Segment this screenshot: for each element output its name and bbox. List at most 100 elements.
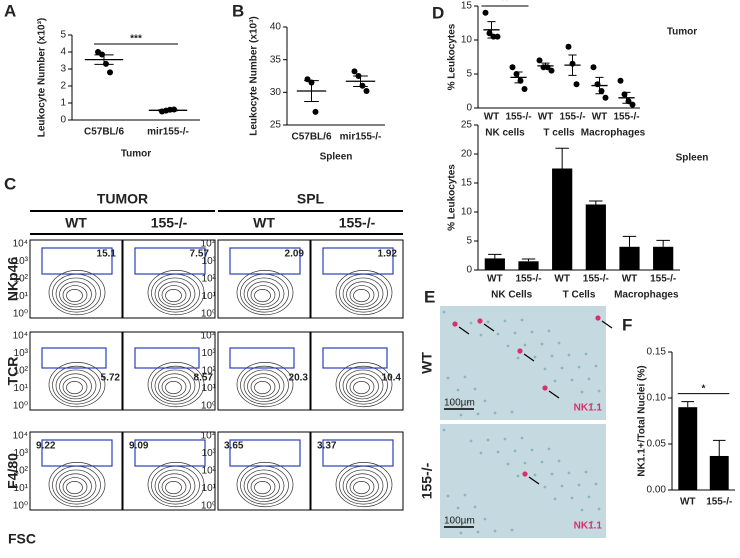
- nk-cell: [477, 318, 483, 324]
- y-tick-label: 10: [461, 35, 473, 46]
- contour: [154, 277, 196, 310]
- y-tick-label: 10: [461, 207, 473, 218]
- nk-cell: [542, 385, 548, 391]
- y-tick-label: 5: [466, 69, 472, 80]
- contour: [243, 277, 285, 310]
- nucleus: [543, 367, 547, 371]
- nucleus: [594, 482, 598, 486]
- axis-tick-label: 10⁰: [201, 309, 216, 320]
- x-tick-label: 155-/-: [650, 274, 676, 285]
- nucleus: [506, 344, 510, 348]
- contour: [158, 373, 191, 400]
- nucleus: [506, 462, 510, 466]
- contour: [147, 362, 205, 408]
- nucleus: [496, 332, 500, 336]
- nucleus: [469, 439, 473, 443]
- contour: [147, 270, 205, 316]
- column-header: WT: [253, 215, 275, 231]
- nucleus: [496, 450, 500, 454]
- nucleus: [567, 471, 571, 475]
- nucleus: [513, 331, 517, 335]
- axis-tick-label: 10⁰: [13, 401, 28, 412]
- contour: [254, 289, 271, 303]
- x-tick-label: 155-/-: [559, 112, 585, 123]
- bar: [552, 168, 573, 270]
- gate-percent: 10.4: [382, 373, 402, 384]
- x-axis-label: Tumor: [121, 149, 151, 160]
- y-tick-label: 15: [461, 178, 473, 189]
- y-axis-label: Leukocyte Number (x10³): [37, 18, 48, 137]
- data-point: [521, 85, 528, 92]
- gate: [41, 247, 113, 275]
- x-tick-label: WT: [592, 112, 608, 123]
- axis-tick-label: 10⁰: [13, 501, 28, 512]
- gate-percent: 15.1: [97, 249, 117, 260]
- axis-tick-label: 10³: [14, 448, 29, 459]
- nucleus: [590, 402, 594, 406]
- data-point: [629, 101, 636, 108]
- nucleus: [446, 376, 450, 380]
- axis-tick-label: 10⁴: [13, 239, 28, 250]
- gate: [229, 439, 301, 467]
- nucleus: [476, 412, 480, 416]
- nucleus: [547, 447, 551, 451]
- nucleus: [587, 495, 591, 499]
- plot-frame: [29, 239, 123, 319]
- nucleus: [557, 459, 561, 463]
- y-axis-label: % Leukocytes: [447, 164, 458, 231]
- nucleus: [577, 483, 581, 487]
- axis-tick-label: 10⁴: [201, 331, 216, 342]
- error-bar: [568, 54, 577, 76]
- contour: [62, 285, 88, 305]
- error-bar: [595, 76, 604, 95]
- contour: [48, 362, 106, 408]
- data-point: [494, 33, 501, 40]
- error-bar: [488, 253, 502, 259]
- axis-tick-label: 10²: [14, 274, 29, 285]
- contour: [161, 285, 187, 305]
- axis-tick-label: 10¹: [202, 383, 217, 394]
- contour: [349, 285, 375, 305]
- gate: [134, 347, 200, 369]
- row-label: WT: [419, 352, 435, 374]
- significance-label: **: [501, 0, 509, 7]
- nk-cell: [595, 315, 601, 321]
- x-tick-label: 155-/-: [505, 112, 531, 123]
- nucleus: [476, 530, 480, 534]
- contour: [339, 365, 388, 405]
- contour: [342, 277, 384, 310]
- contour: [165, 481, 182, 495]
- gate-percent: 3.65: [224, 441, 244, 452]
- row-label: F4/80: [5, 453, 21, 489]
- axis-tick-label: 10⁰: [201, 401, 216, 412]
- nucleus: [597, 389, 601, 393]
- error-bar: [94, 54, 114, 65]
- nucleus: [597, 507, 601, 511]
- data-point: [363, 88, 370, 95]
- error-bar: [555, 147, 569, 169]
- contour: [59, 373, 92, 400]
- y-tick-label: 0.00: [647, 485, 667, 496]
- stain-label: NK1.1: [574, 403, 603, 414]
- contour: [353, 381, 370, 395]
- nucleus: [523, 343, 527, 347]
- panel-letter: F: [622, 315, 632, 334]
- contour: [353, 481, 370, 495]
- group-header: SPL: [297, 191, 325, 207]
- nucleus: [543, 485, 547, 489]
- y-tick-label: 30: [270, 87, 282, 98]
- nk-cell: [522, 471, 528, 477]
- contour: [66, 381, 83, 395]
- nucleus: [580, 390, 584, 394]
- gate-percent: 8.57: [194, 373, 214, 384]
- data-point: [509, 64, 516, 71]
- nucleus: [520, 318, 524, 322]
- nucleus: [473, 387, 477, 391]
- contour: [66, 289, 83, 303]
- nucleus: [503, 437, 507, 441]
- nucleus: [516, 356, 520, 360]
- axis-tick-label: 10³: [202, 448, 217, 459]
- data-point: [617, 77, 624, 84]
- arrow: [458, 326, 470, 335]
